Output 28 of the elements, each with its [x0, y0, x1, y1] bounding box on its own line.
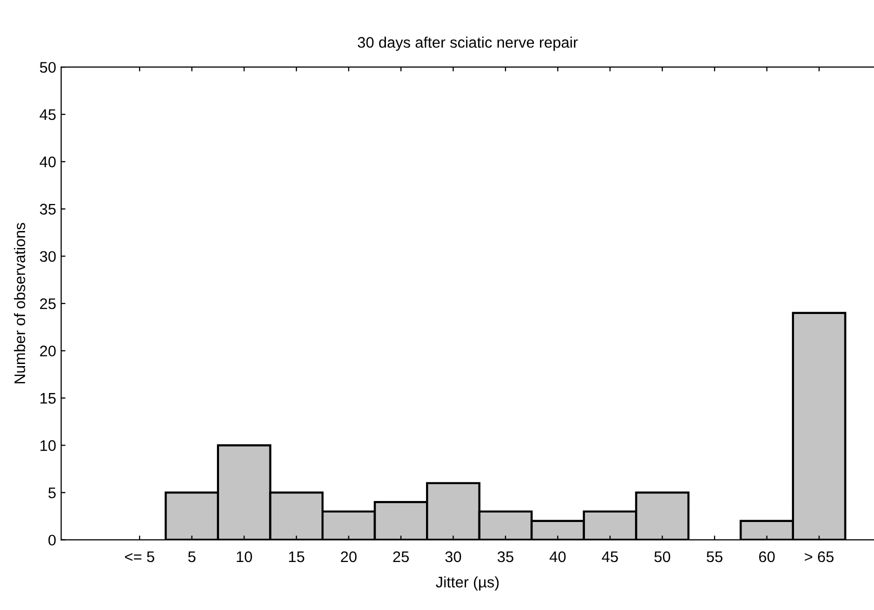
- x-axis-title: Jitter (µs): [436, 576, 499, 591]
- x-tick-label: 35: [498, 551, 514, 562]
- y-axis-title: Number of observations: [14, 222, 26, 384]
- x-tick-label: 45: [602, 552, 618, 562]
- x-tick-label: 60: [759, 551, 775, 562]
- x-tick-label: 20: [340, 551, 357, 562]
- x-tick-label: 40: [550, 551, 566, 562]
- y-tick-label: 0: [48, 534, 56, 546]
- y-tick-label: 30: [40, 251, 56, 262]
- x-tick-label: 30: [445, 551, 462, 562]
- y-tick-label: 15: [40, 393, 56, 404]
- y-tick-label: 5: [48, 488, 56, 498]
- x-tick-label: 25: [393, 551, 409, 562]
- y-tick-label: 20: [40, 346, 56, 356]
- x-tick-label: > 65: [804, 551, 834, 562]
- y-tick-label: 40: [40, 156, 56, 168]
- x-tick-label: 15: [289, 552, 304, 562]
- y-tick-label: 35: [40, 204, 56, 215]
- y-tick-label: 25: [40, 298, 56, 310]
- y-tick-label: 10: [40, 440, 56, 451]
- x-tick-label: 5: [188, 552, 196, 562]
- x-tick-label: 10: [236, 551, 252, 562]
- x-tick-label: 55: [706, 552, 722, 562]
- x-tick-label: 50: [654, 551, 670, 562]
- chart-title: 30 days after sciatic nerve repair: [358, 36, 578, 51]
- y-tick-label: 50: [40, 62, 56, 73]
- x-tick-label: <= 5: [125, 552, 154, 562]
- y-tick-label: 45: [40, 109, 56, 120]
